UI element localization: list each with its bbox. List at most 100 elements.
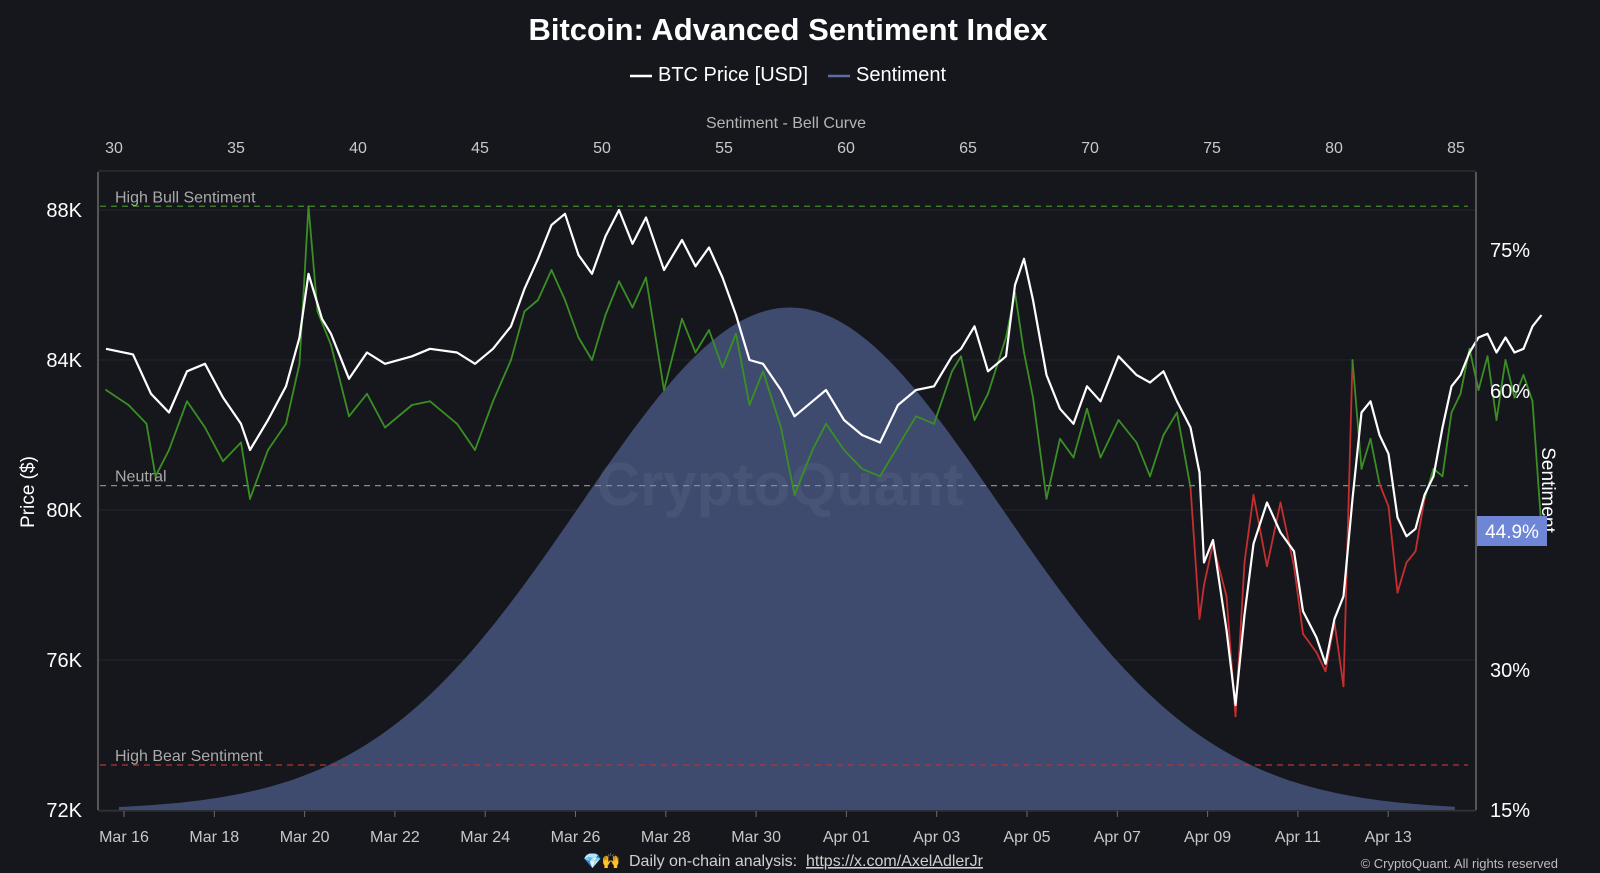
sentiment-segment bbox=[1162, 411, 1178, 436]
sentiment-segment bbox=[1522, 374, 1534, 403]
sentiment-segment bbox=[618, 280, 634, 309]
legend-sentiment-label[interactable]: Sentiment bbox=[856, 64, 946, 86]
sentiment-segment bbox=[307, 205, 319, 313]
sentiment-segment bbox=[1405, 550, 1417, 564]
x-tick-label: Mar 16 bbox=[99, 829, 149, 846]
sentiment-segment bbox=[694, 329, 710, 354]
sentiment-segment bbox=[510, 310, 526, 361]
sentiment-segment bbox=[492, 359, 512, 403]
sentiment-segment bbox=[285, 362, 301, 425]
left-tick-label: 76K bbox=[46, 650, 82, 672]
sentiment-segment bbox=[1117, 419, 1138, 444]
sentiment-segment bbox=[1293, 565, 1304, 635]
sentiment-segment bbox=[879, 445, 899, 478]
sentiment-segment bbox=[1396, 561, 1408, 594]
sentiment-segment bbox=[537, 269, 553, 301]
reference-lines: High Bull Sentiment Neutral High Bear Sent… bbox=[100, 189, 1468, 766]
sentiment-segment bbox=[186, 400, 206, 429]
sentiment-segment bbox=[1072, 407, 1088, 459]
sentiment-segment bbox=[384, 404, 413, 429]
sentiment-segment bbox=[762, 370, 782, 429]
sentiment-segment bbox=[960, 355, 976, 421]
sentiment-segment bbox=[145, 422, 157, 478]
sentiment-segment bbox=[1149, 434, 1165, 478]
sentiment-segment bbox=[298, 205, 310, 365]
current-sentiment-badge: 44.9% bbox=[1477, 516, 1547, 546]
x-tick-label: Mar 30 bbox=[731, 829, 781, 846]
sentiment-segment bbox=[825, 422, 845, 451]
sentiment-segment bbox=[1531, 400, 1543, 530]
sentiment-series bbox=[105, 205, 1543, 718]
left-tick-label: 84K bbox=[46, 350, 82, 372]
sentiment-segment bbox=[1468, 347, 1480, 391]
btc-price-line bbox=[105, 208, 1543, 707]
sentiment-segment bbox=[663, 317, 683, 391]
sentiment-segment bbox=[456, 422, 476, 451]
x-tick-label: Apr 11 bbox=[1275, 829, 1321, 846]
right-tick-label: 75% bbox=[1490, 240, 1530, 262]
sentiment-segment bbox=[1315, 651, 1327, 673]
sentiment-segment bbox=[1045, 437, 1061, 500]
sentiment-segment bbox=[204, 426, 224, 463]
sentiment-segment bbox=[811, 422, 827, 451]
top-tick-label: 80 bbox=[1325, 140, 1343, 157]
left-tick-label: 80K bbox=[46, 500, 82, 522]
sentiment-segment bbox=[523, 299, 539, 313]
sentiment-segment bbox=[1252, 494, 1268, 568]
top-axis-title: Sentiment - Bell Curve bbox=[706, 115, 866, 132]
copyright: © CryptoQuant. All rights reserved bbox=[1361, 856, 1558, 871]
top-tick-label: 65 bbox=[959, 140, 977, 157]
right-axis-title: Sentiment bbox=[1537, 447, 1558, 533]
sentiment-segment bbox=[330, 344, 350, 418]
sentiment-segment bbox=[861, 467, 881, 478]
sentiment-segment bbox=[429, 400, 458, 425]
sentiment-segment bbox=[843, 449, 863, 470]
sentiment-segment bbox=[897, 415, 917, 448]
sentiment-segment bbox=[127, 404, 148, 425]
sentiment-segment bbox=[1450, 392, 1462, 414]
x-tick-label: Mar 22 bbox=[370, 829, 420, 846]
sentiment-segment bbox=[1387, 505, 1399, 594]
sentiment-segment bbox=[1099, 419, 1120, 459]
sentiment-segment bbox=[316, 310, 332, 346]
top-tick-label: 85 bbox=[1447, 140, 1465, 157]
sentiment-segment bbox=[1086, 407, 1102, 459]
sentiment-segment bbox=[951, 355, 962, 373]
sentiment-segment bbox=[411, 400, 431, 406]
left-axis-ticks: 72K 76K 80K 84K 88K bbox=[46, 200, 82, 822]
sentiment-segment bbox=[1014, 291, 1025, 354]
x-tick-label: Apr 07 bbox=[1094, 829, 1141, 846]
sentiment-segment bbox=[915, 415, 935, 425]
sentiment-segment bbox=[1302, 632, 1318, 654]
sentiment-segment bbox=[240, 441, 251, 500]
sentiment-segment bbox=[681, 317, 697, 354]
current-sentiment-badge-bg bbox=[1477, 516, 1547, 546]
sentiment-segment bbox=[645, 276, 665, 391]
sentiment-segment bbox=[222, 441, 242, 463]
footer-emoji: 💎🙌 bbox=[583, 852, 620, 870]
chart-title: Bitcoin: Advanced Sentiment Index bbox=[528, 12, 1048, 47]
x-tick-label: Mar 24 bbox=[460, 829, 510, 846]
left-tick-label: 88K bbox=[46, 200, 82, 222]
legend-price-label[interactable]: BTC Price [USD] bbox=[658, 64, 808, 86]
top-tick-label: 40 bbox=[349, 140, 367, 157]
x-tick-label: Apr 13 bbox=[1365, 829, 1412, 846]
current-sentiment-value: 44.9% bbox=[1485, 522, 1539, 543]
sentiment-segment bbox=[1441, 411, 1453, 478]
sentiment-segment bbox=[1243, 494, 1255, 564]
top-axis-ticks: 30 35 40 45 50 55 60 65 70 75 80 85 bbox=[105, 140, 1465, 157]
sentiment-segment bbox=[1023, 351, 1034, 399]
sentiment-segment bbox=[1513, 374, 1525, 399]
sentiment-segment bbox=[1342, 359, 1354, 688]
footer-link[interactable]: https://x.com/AxelAdlerJr bbox=[806, 853, 984, 870]
right-tick-label: 30% bbox=[1490, 660, 1530, 682]
sentiment-segment bbox=[721, 332, 737, 369]
sentiment-segment bbox=[1032, 396, 1048, 500]
top-tick-label: 45 bbox=[471, 140, 489, 157]
watermark: CryptoQuant bbox=[597, 451, 964, 518]
sentiment-segment bbox=[793, 449, 814, 496]
sentiment-segment bbox=[1198, 584, 1205, 620]
sentiment-segment bbox=[1504, 359, 1516, 399]
sentiment-segment bbox=[591, 314, 607, 361]
